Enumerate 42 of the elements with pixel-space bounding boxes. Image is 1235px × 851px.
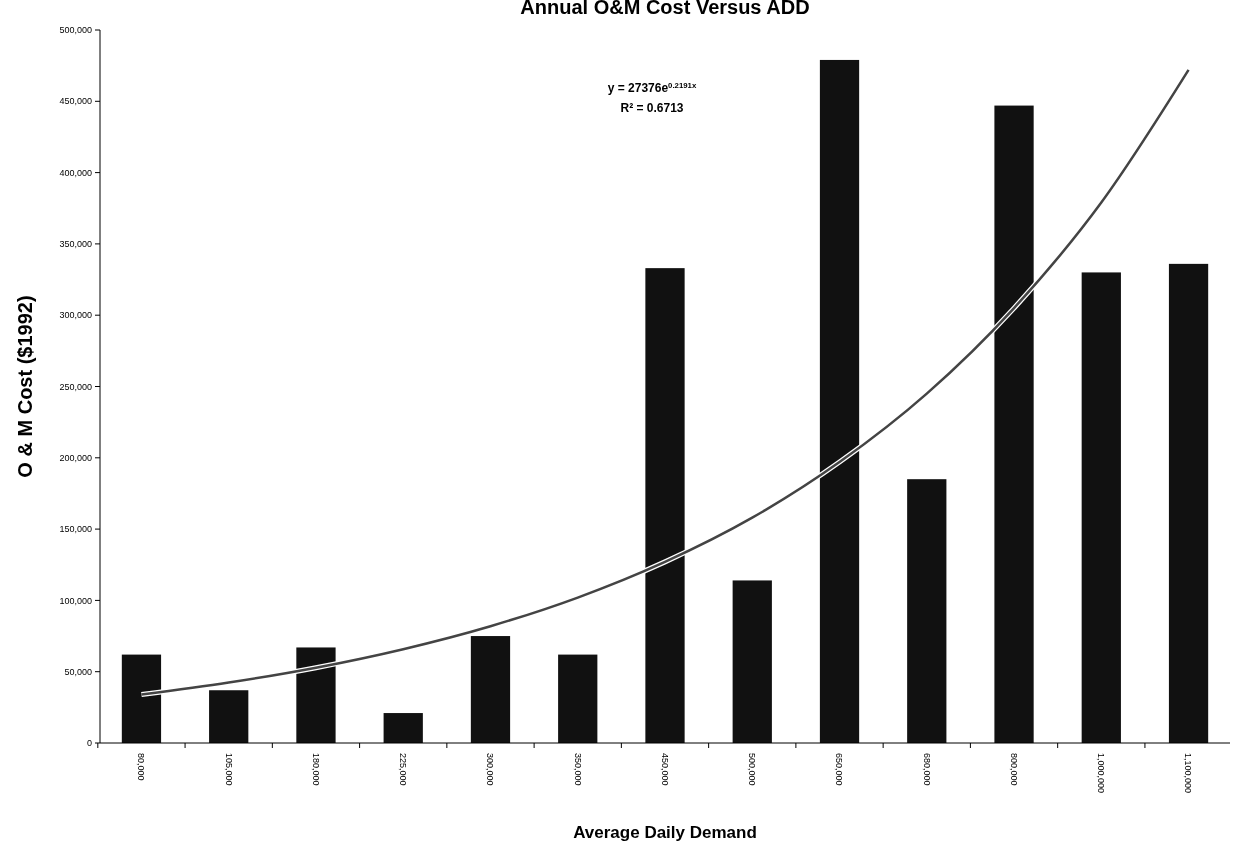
- x-axis-title: Average Daily Demand: [573, 823, 757, 842]
- annotation: y = 27376e$^{0.2191x}$: [607, 80, 697, 95]
- y-tick-label: 500,000: [59, 25, 92, 36]
- x-tick-label: 225,000: [398, 753, 409, 786]
- y-tick-label: 300,000: [59, 310, 92, 321]
- y-tick-label: 200,000: [59, 452, 92, 463]
- bar: [645, 268, 685, 743]
- x-tick-label: 350,000: [572, 753, 583, 786]
- bar: [121, 654, 162, 743]
- x-tick-label: 180,000: [310, 753, 321, 786]
- x-tick-label: 800,000: [1008, 753, 1019, 786]
- bar: [907, 479, 947, 743]
- x-tick-label: 650,000: [834, 753, 845, 786]
- bar: [1168, 263, 1209, 743]
- y-tick-label: 100,000: [59, 595, 92, 606]
- bar: [383, 713, 423, 743]
- x-tick-label: 1,100,000: [1183, 753, 1194, 794]
- bar: [470, 636, 511, 743]
- y-tick-label: 150,000: [59, 524, 92, 535]
- bar: [732, 580, 772, 743]
- y-tick-label: 50,000: [64, 666, 92, 677]
- bar: [994, 105, 1034, 743]
- bar: [209, 690, 249, 743]
- x-tick-label: 500,000: [747, 753, 758, 786]
- chart-title: Annual O&M Cost Versus ADD: [520, 0, 810, 18]
- x-tick-label: 105,000: [223, 753, 234, 786]
- y-tick-label: 250,000: [59, 381, 92, 392]
- annotation: R² = 0.6713: [620, 101, 684, 115]
- y-axis-title: O & M Cost ($1992): [14, 295, 36, 478]
- x-tick-label: 1,000,000: [1096, 753, 1107, 794]
- bar: [1081, 272, 1121, 743]
- y-tick-label: 450,000: [59, 96, 92, 107]
- bar: [296, 647, 336, 743]
- y-tick-label: 400,000: [59, 167, 92, 178]
- bar: [819, 59, 860, 743]
- y-tick-label: 350,000: [59, 239, 92, 250]
- y-tick-label: 0: [86, 738, 92, 749]
- x-tick-label: 300,000: [485, 753, 496, 786]
- bar: [558, 654, 598, 743]
- x-tick-label: 80,000: [136, 753, 147, 781]
- x-tick-label: 450,000: [659, 753, 670, 786]
- x-tick-label: 680,000: [921, 753, 932, 786]
